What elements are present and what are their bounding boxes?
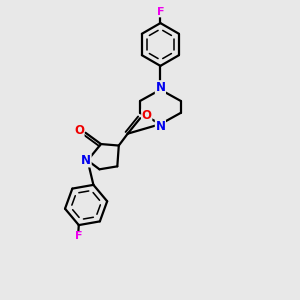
Text: F: F (74, 232, 82, 242)
Text: N: N (155, 120, 165, 133)
Text: N: N (155, 81, 165, 94)
Text: F: F (157, 7, 164, 17)
Text: N: N (81, 154, 91, 167)
Text: O: O (74, 124, 84, 137)
Text: O: O (142, 109, 152, 122)
